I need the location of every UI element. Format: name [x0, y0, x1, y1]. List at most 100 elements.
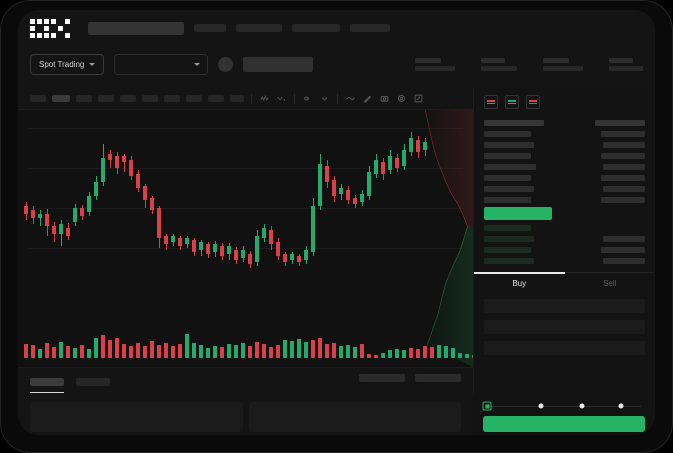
timeframe-2[interactable]: [76, 95, 92, 102]
candle: [227, 110, 231, 280]
bottom-orders-panel: [18, 367, 473, 435]
step-dot[interactable]: [618, 403, 624, 409]
volume-bar: [444, 346, 448, 358]
volume-bar: [199, 345, 203, 358]
order-field-1[interactable]: [484, 320, 645, 334]
timeframe-5[interactable]: [142, 95, 158, 102]
line-chart-icon[interactable]: [345, 93, 356, 104]
candle: [395, 110, 399, 280]
trading-pair-select[interactable]: [114, 53, 209, 75]
candle: [66, 110, 70, 280]
volume-bar: [248, 346, 252, 358]
step-indicator[interactable]: [482, 401, 645, 411]
step-line: [487, 405, 641, 407]
volume-bar: [45, 343, 49, 358]
volume-bar: [325, 344, 329, 358]
bottom-action-0[interactable]: [359, 374, 405, 382]
alert-icon[interactable]: [302, 93, 313, 104]
bottom-action-1[interactable]: [415, 374, 461, 382]
timeframe-8[interactable]: [208, 95, 224, 102]
volume-bar: [332, 343, 336, 358]
step-dot[interactable]: [579, 403, 585, 409]
timeframe-4[interactable]: [120, 95, 136, 102]
volume-bar: [164, 343, 168, 358]
okx-logo-icon[interactable]: [30, 18, 70, 38]
candlestick-chart[interactable]: [18, 110, 473, 280]
timeframe-7[interactable]: [186, 95, 202, 102]
volume-bar: [122, 344, 126, 358]
orderbook-mode-asks-icon[interactable]: [526, 95, 540, 109]
timeframe-9[interactable]: [230, 95, 244, 102]
timeframe-6[interactable]: [164, 95, 180, 102]
candle: [318, 110, 322, 280]
volume-bar: [143, 346, 147, 358]
timeframe-1[interactable]: [52, 95, 70, 102]
orderbook-bid-row[interactable]: [484, 244, 645, 255]
pencil-icon[interactable]: [362, 93, 373, 104]
volume-bar: [353, 347, 357, 358]
orderbook-ask-row[interactable]: [484, 183, 645, 194]
order-field-0[interactable]: [484, 299, 645, 313]
bottom-card-1[interactable]: [248, 402, 461, 432]
volume-bar: [73, 348, 77, 358]
bottom-card-0[interactable]: [30, 402, 243, 432]
orderbook-ask-row[interactable]: [484, 139, 645, 150]
orderbook-bid-row[interactable]: [484, 255, 645, 266]
candle: [157, 110, 161, 280]
fullscreen-icon[interactable]: [413, 93, 424, 104]
bottom-tab-1[interactable]: [76, 378, 110, 386]
candle: [143, 110, 147, 280]
volume-bar: [395, 349, 399, 358]
app-screen: Spot Trading: [18, 10, 655, 435]
nav-item-2[interactable]: [292, 24, 340, 32]
orderbook-ask-row[interactable]: [484, 161, 645, 172]
orderbook-mode-bids-icon[interactable]: [505, 95, 519, 109]
timeframe-3[interactable]: [98, 95, 114, 102]
candle: [192, 110, 196, 280]
volume-bar: [87, 349, 91, 358]
step-dot-current[interactable]: [482, 401, 492, 411]
orderbook[interactable]: [474, 115, 655, 266]
candle: [248, 110, 252, 280]
order-sidebar: Buy Sell: [473, 88, 655, 395]
nav-item-3[interactable]: [350, 24, 390, 32]
step-dot[interactable]: [538, 403, 544, 409]
timeframe-0[interactable]: [30, 95, 46, 102]
market-stat-2: [543, 57, 583, 71]
camera-icon[interactable]: [379, 93, 390, 104]
orderbook-ask-row[interactable]: [484, 128, 645, 139]
volume-bar: [157, 345, 161, 358]
volume-bar: [38, 349, 42, 358]
candle: [409, 110, 413, 280]
settings-icon[interactable]: [396, 93, 407, 104]
orderbook-bid-row[interactable]: [484, 222, 645, 233]
orderbook-ask-row[interactable]: [484, 150, 645, 161]
orderbook-bid-row[interactable]: [484, 233, 645, 244]
primary-cta-button[interactable]: [483, 416, 645, 432]
order-field-2[interactable]: [484, 341, 645, 355]
volume-bar: [80, 345, 84, 358]
market-type-select[interactable]: Spot Trading: [30, 53, 105, 75]
volume-bar: [262, 344, 266, 358]
toolbar-divider: [294, 93, 295, 104]
candle: [59, 110, 63, 280]
volume-histogram: [18, 315, 483, 370]
tab-sell[interactable]: Sell: [565, 273, 656, 293]
price-chart-panel[interactable]: [18, 110, 483, 370]
candle: [24, 110, 28, 280]
compare-icon[interactable]: [276, 93, 287, 104]
orderbook-mode-both-icon[interactable]: [484, 95, 498, 109]
nav-item-0[interactable]: [194, 24, 226, 32]
tab-buy[interactable]: Buy: [474, 272, 565, 293]
chevron-down-icon[interactable]: [319, 93, 330, 104]
nav-item-1[interactable]: [236, 24, 282, 32]
volume-bar: [416, 349, 420, 358]
search-input[interactable]: [88, 21, 184, 35]
candle: [178, 110, 182, 280]
orderbook-ask-row[interactable]: [484, 172, 645, 183]
volume-bar: [171, 346, 175, 358]
volume-bar: [297, 339, 301, 358]
bottom-tab-0[interactable]: [30, 378, 64, 393]
indicator-icon[interactable]: [259, 93, 270, 104]
orderbook-ask-row[interactable]: [484, 194, 645, 205]
